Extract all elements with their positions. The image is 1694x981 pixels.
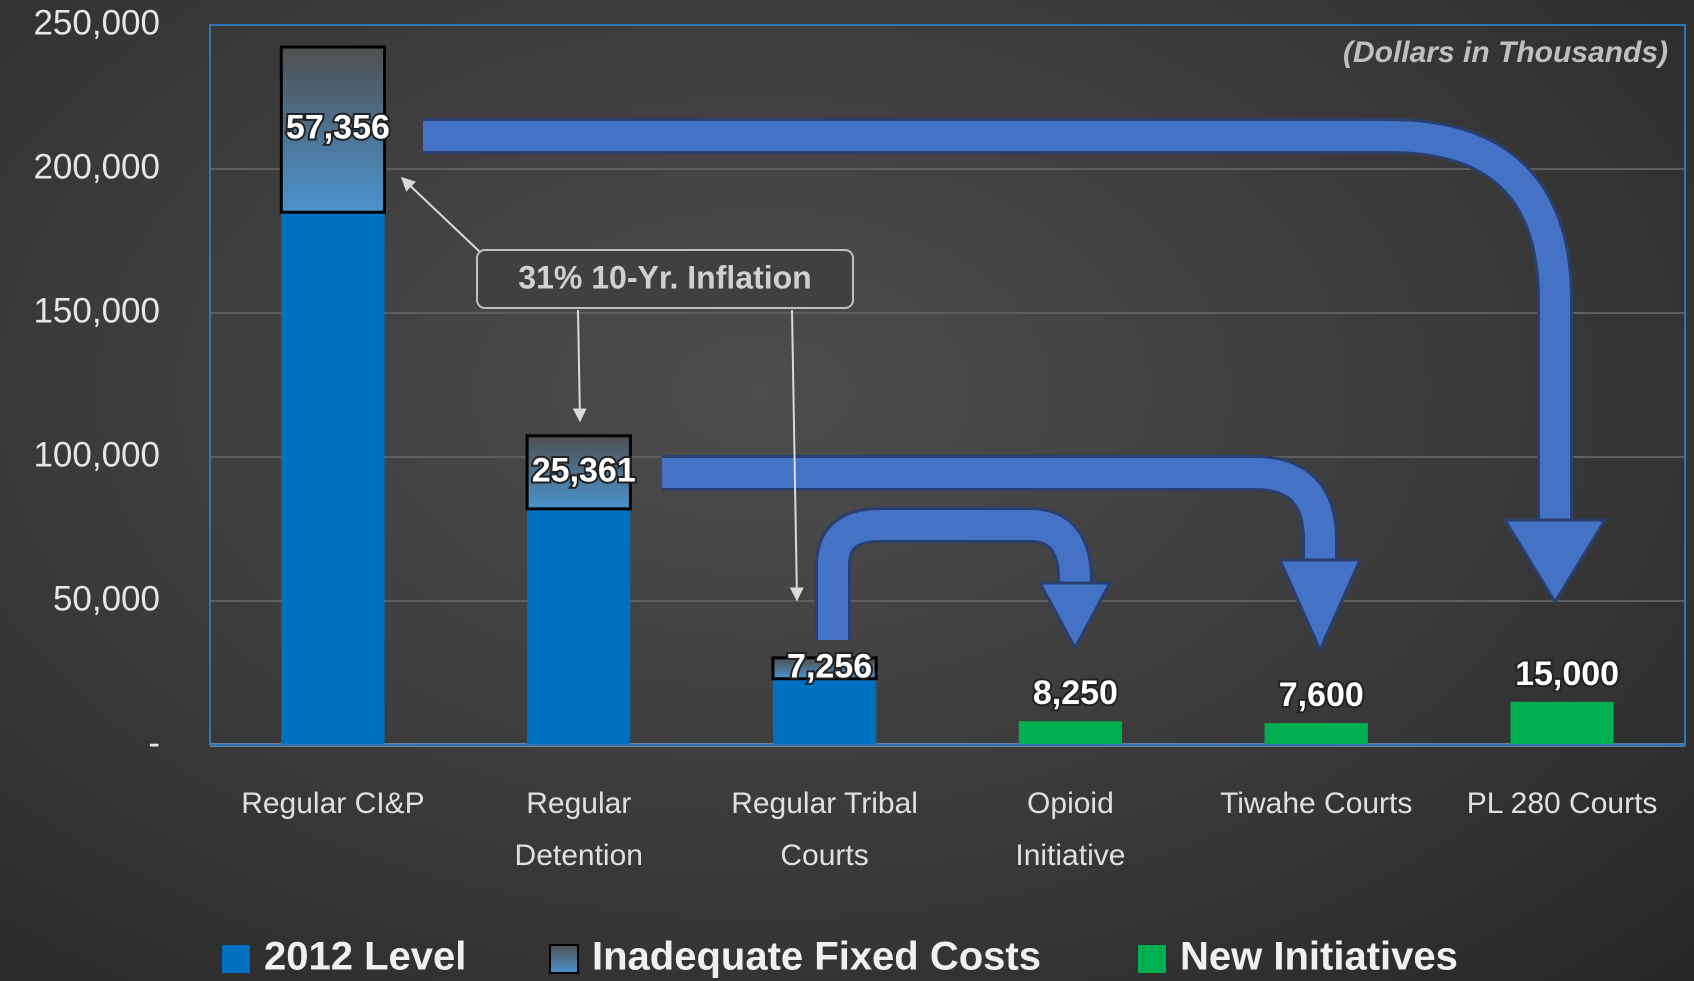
arrow-head	[1038, 581, 1112, 650]
arrow	[662, 458, 1335, 565]
data-label: 7,256	[787, 647, 872, 685]
bars	[279, 45, 1614, 745]
labels: 57,356 25,361 7,256 8,250 7,600 15,000	[284, 107, 1621, 717]
y-tick-label: 50,000	[53, 579, 160, 618]
legend-label: 2012 Level	[264, 935, 466, 979]
callout-line	[789, 309, 804, 602]
legend-label: New Initiatives	[1180, 935, 1458, 979]
callout-line	[572, 309, 587, 423]
bar-segment	[525, 434, 632, 511]
data-label: 7,600	[1279, 676, 1364, 714]
bar-segment	[1264, 723, 1368, 745]
x-tick-label: Regular Detention	[514, 787, 643, 872]
legend: 2012 Level Inadequate Fixed Costs New Init…	[222, 935, 1458, 979]
legend-label: Inadequate Fixed Costs	[592, 935, 1041, 979]
bar-segment	[281, 212, 385, 745]
x-tick-label: Regular Tribal Courts	[731, 787, 918, 872]
arrow-head	[1503, 518, 1607, 604]
x-tick-label: Opioid Initiative	[1015, 787, 1126, 872]
data-label: 15,000	[1515, 655, 1619, 693]
callout-line	[400, 177, 481, 253]
bar-segment	[527, 508, 631, 745]
annotation: 31% 10-Yr. Inflation	[518, 259, 811, 295]
y-tick-label: 200,000	[33, 147, 160, 186]
annotation: (Dollars in Thousands)	[1343, 36, 1668, 69]
x-tick-label: Regular CI&P	[241, 787, 425, 820]
x-tick-label: PL 280 Courts	[1466, 787, 1658, 820]
legend-swatch	[549, 944, 579, 974]
bar-segment	[772, 678, 877, 745]
y-tick-label: 150,000	[33, 291, 160, 330]
y-tick-label: 100,000	[33, 435, 160, 474]
arrow	[423, 121, 1570, 525]
y-tick-label: 250,000	[33, 3, 160, 42]
bar-segment	[279, 45, 387, 214]
inflation-callout	[400, 177, 854, 602]
data-label: 25,361	[532, 451, 636, 489]
bar-segment	[1018, 721, 1123, 745]
data-label: 8,250	[1033, 674, 1118, 712]
bar-segment	[771, 656, 878, 681]
plot-border	[209, 24, 1686, 746]
flow-arrows	[423, 118, 1607, 652]
grid: - 50,000 100,000 150,000 200,000 250,000	[33, 3, 1685, 762]
legend-swatch	[1138, 945, 1166, 973]
x-tick-label: Tiwahe Courts	[1220, 787, 1413, 820]
data-label: 57,356	[286, 109, 390, 147]
callout-box	[476, 249, 854, 309]
legend-swatch	[222, 945, 250, 973]
bar-segment	[1510, 701, 1614, 745]
arrow-head	[1278, 558, 1362, 652]
y-tick-label: -	[148, 723, 160, 762]
arrow	[818, 510, 1090, 640]
